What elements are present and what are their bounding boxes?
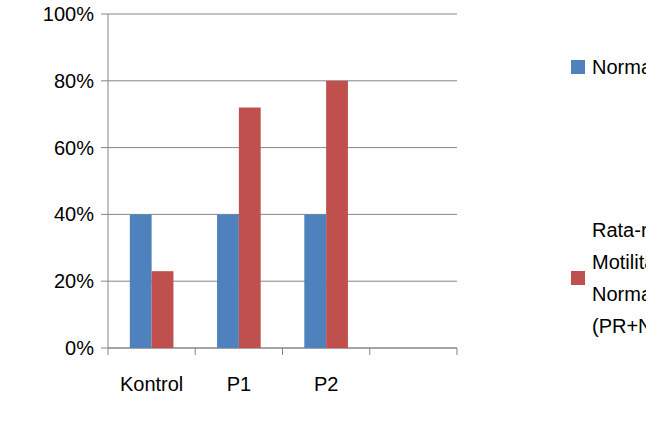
- y-tick-label: 80%: [54, 70, 94, 92]
- y-tick: [101, 348, 108, 349]
- x-tick-label: Kontrol: [120, 373, 183, 395]
- chart-container: 0%20%40%60%80%100%KontrolP1P2NormalRata-…: [0, 0, 646, 432]
- legend-label-line: Normal: [592, 56, 646, 78]
- bar: [326, 81, 348, 348]
- bar: [304, 214, 326, 348]
- y-tick: [101, 14, 108, 15]
- bar: [152, 271, 174, 348]
- x-tick: [282, 348, 283, 355]
- x-tick: [108, 348, 109, 355]
- bar: [217, 214, 239, 348]
- legend-label-line: Normal: [592, 283, 646, 305]
- legend-label: Rata-rata Motilitas Normal (PR+NP): [592, 219, 646, 337]
- grid-line: [108, 214, 457, 215]
- grid-line: [108, 80, 457, 81]
- legend-swatch: [571, 60, 585, 74]
- legend-label-line: (PR+NP): [592, 315, 646, 337]
- bar: [239, 108, 261, 348]
- bars: [130, 81, 348, 348]
- legend-label: Normal: [592, 56, 646, 78]
- y-tick-label: 40%: [54, 203, 94, 225]
- legend-label-line: Rata-rata: [592, 219, 646, 241]
- y-tick-label: 20%: [54, 270, 94, 292]
- x-tick: [369, 348, 370, 355]
- y-tick: [101, 281, 108, 282]
- bar: [130, 214, 152, 348]
- chart-svg: 0%20%40%60%80%100%KontrolP1P2NormalRata-…: [0, 0, 646, 432]
- y-tick: [101, 80, 108, 81]
- y-tick-label: 100%: [43, 3, 94, 25]
- x-tick: [195, 348, 196, 355]
- y-tick: [101, 214, 108, 215]
- page: {"chart_data": {"type": "bar", "categori…: [0, 0, 646, 432]
- y-axis: [108, 14, 109, 348]
- y-tick-label: 60%: [54, 137, 94, 159]
- x-tick: [457, 348, 458, 355]
- grid-line: [108, 147, 457, 148]
- y-tick-label: 0%: [65, 337, 94, 359]
- y-tick: [101, 147, 108, 148]
- x-tick-label: P1: [227, 373, 251, 395]
- legend-swatch: [571, 271, 585, 285]
- x-tick-label: P2: [314, 373, 338, 395]
- legend: Normal Rata-rata Motilitas Normal (PR+NP): [571, 56, 646, 337]
- legend-label-line: Motilitas: [592, 251, 646, 273]
- grid-line: [108, 14, 457, 15]
